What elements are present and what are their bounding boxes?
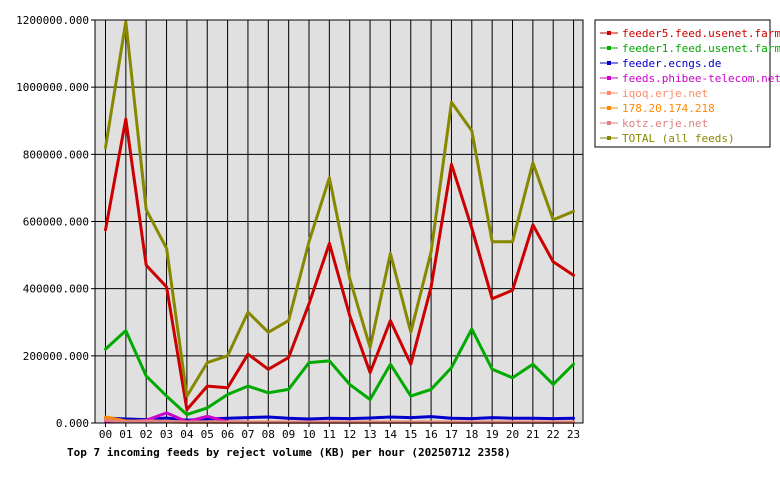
legend-entry: kotz.erje.net [622, 117, 708, 130]
legend-entry: feeder5.feed.usenet.farm [622, 27, 780, 40]
x-tick-label: 05 [201, 428, 214, 441]
x-tick-label: 16 [424, 428, 437, 441]
x-tick-label: 00 [99, 428, 112, 441]
x-tick-label: 01 [119, 428, 132, 441]
series-lines [104, 20, 575, 424]
x-tick-label: 19 [486, 428, 499, 441]
legend-marker [607, 91, 611, 95]
legend-marker [607, 106, 611, 110]
x-tick-label: 15 [404, 428, 417, 441]
x-tick-label: 06 [221, 428, 234, 441]
series-line-6 [104, 418, 575, 424]
series-line-0 [104, 117, 575, 412]
y-tick-label: 0.000 [56, 417, 89, 430]
y-tick-label: 200000.000 [23, 350, 89, 363]
x-tick-label: 23 [567, 428, 580, 441]
x-tick-label: 12 [343, 428, 356, 441]
legend: feeder5.feed.usenet.farm feeder1.feed.use… [594, 19, 780, 148]
y-tick-label: 1000000.000 [16, 81, 89, 94]
legend-entry: TOTAL (all feeds) [622, 132, 735, 145]
x-tick-label: 10 [302, 428, 315, 441]
x-tick-label: 08 [262, 428, 275, 441]
x-tick-label: 07 [241, 428, 254, 441]
series-line-7 [104, 20, 575, 398]
x-tick-label: 03 [160, 428, 173, 441]
x-tick-label: 21 [526, 428, 539, 441]
y-axis-ticks: 0.000 200000.000 400000.000 600000.000 80000… [16, 14, 95, 430]
x-tick-label: 11 [323, 428, 336, 441]
y-tick-label: 400000.000 [23, 283, 89, 296]
y-tick-label: 800000.000 [23, 148, 89, 161]
grid [95, 20, 583, 423]
legend-entry: iqoq.erje.net [622, 87, 708, 100]
x-tick-label: 17 [445, 428, 458, 441]
legend-box [594, 19, 771, 148]
legend-entry: feeder.ecngs.de [622, 57, 721, 70]
y-tick-label: 1200000.000 [16, 14, 89, 27]
x-tick-label: 18 [465, 428, 478, 441]
legend-entry: 178.20.174.218 [622, 102, 715, 115]
legend-marker [607, 76, 611, 80]
legend-marker [607, 121, 611, 125]
legend-marker [607, 136, 611, 140]
series-line-1 [104, 327, 575, 417]
x-tick-label: 04 [180, 428, 194, 441]
x-tick-label: 14 [384, 428, 398, 441]
legend-entry: feeder1.feed.usenet.farm [622, 42, 780, 55]
legend-entry: feeds.phibee-telecom.net [622, 72, 780, 85]
legend-marker [607, 46, 611, 50]
chart-title: Top 7 incoming feeds by reject volume (K… [67, 446, 511, 459]
x-axis-ticks: 00 01 02 03 04 05 06 07 08 09 10 11 12 13 14 15 16 17 18 19… [99, 423, 580, 441]
x-tick-label: 20 [506, 428, 519, 441]
legend-marker [607, 61, 611, 65]
y-tick-label: 600000.000 [23, 216, 89, 229]
x-tick-label: 02 [140, 428, 153, 441]
x-tick-label: 09 [282, 428, 295, 441]
legend-marker [607, 31, 611, 35]
x-tick-label: 13 [363, 428, 376, 441]
x-tick-label: 22 [547, 428, 560, 441]
